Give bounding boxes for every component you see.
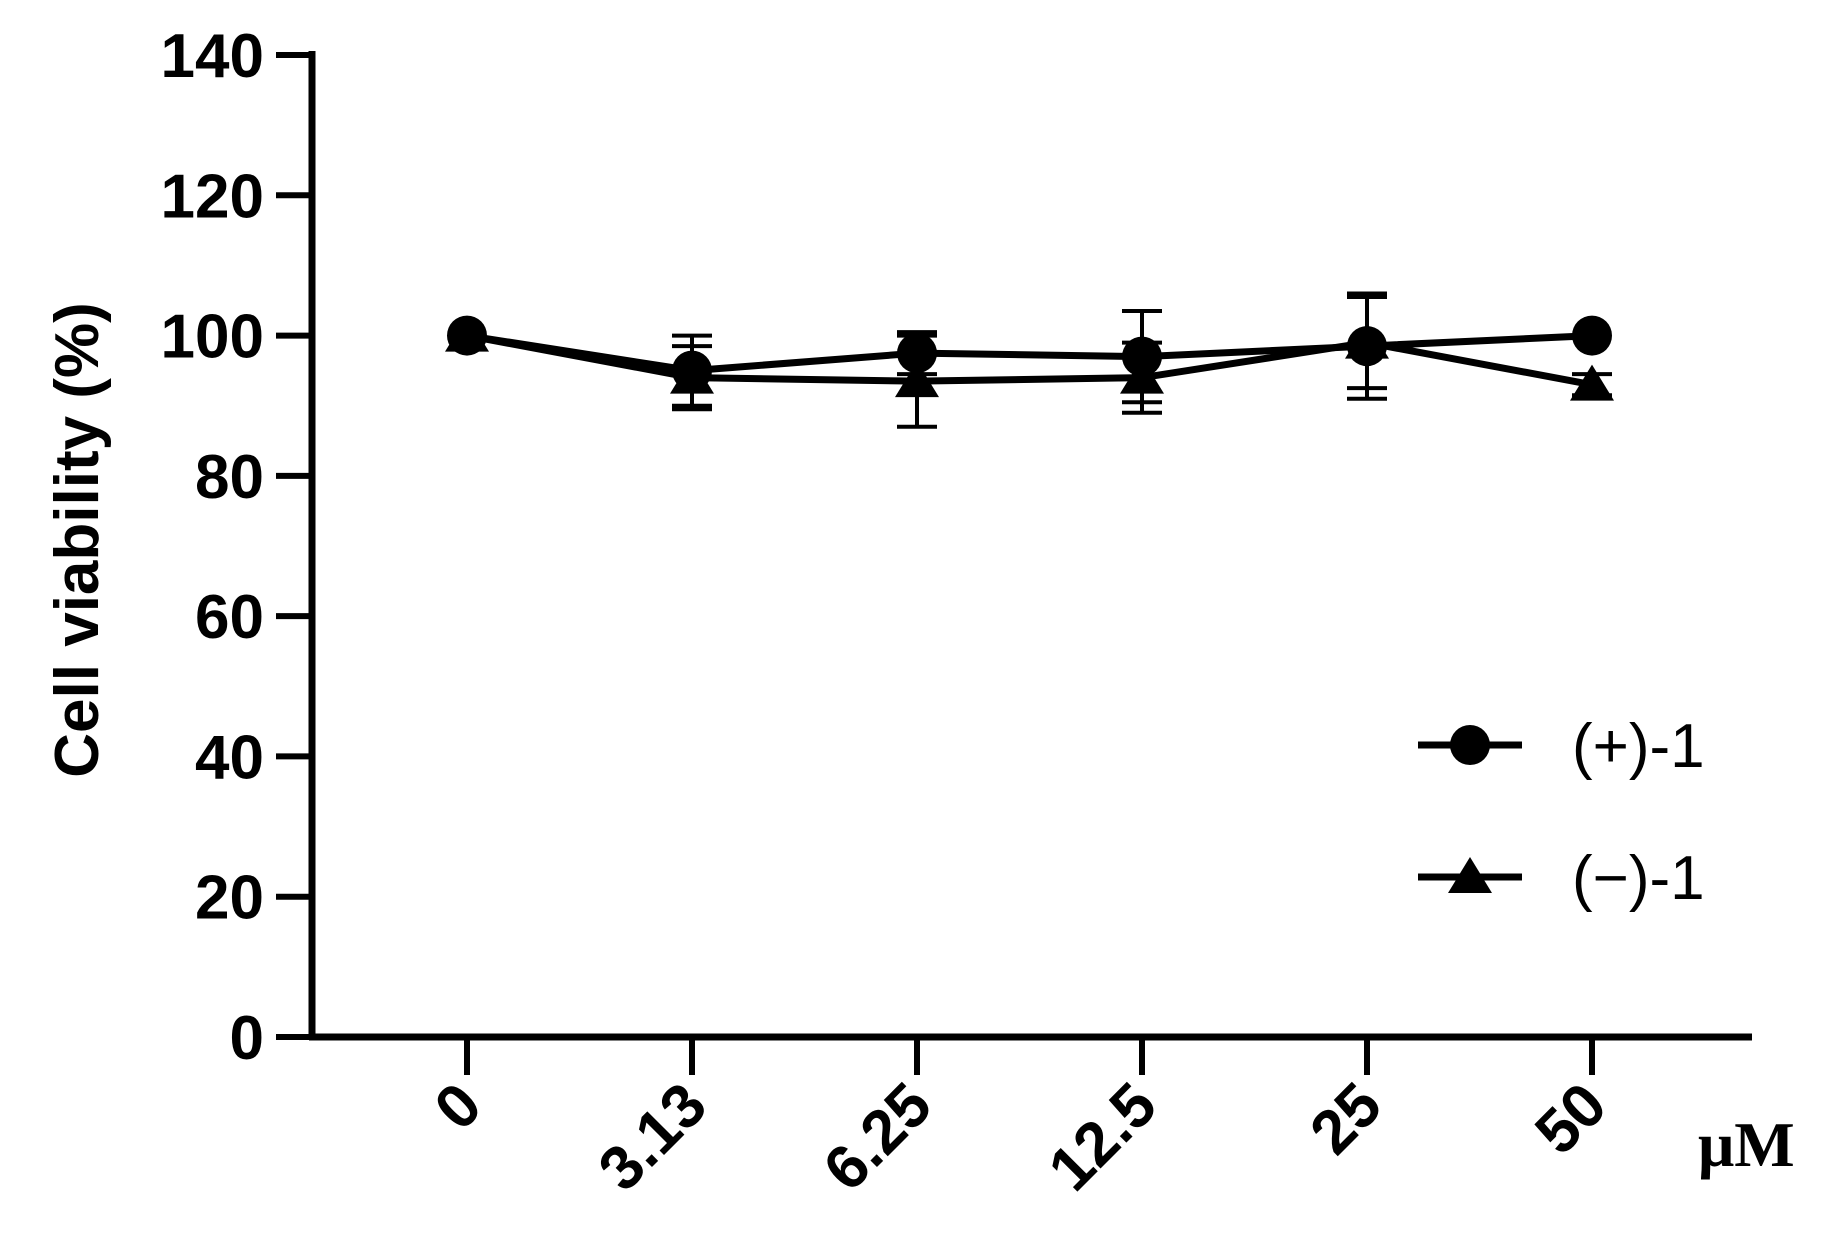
legend-label: (+)-1 [1572,712,1705,781]
x-tick-label: 25 [1297,1070,1395,1168]
x-tick-label: 3.13 [586,1070,720,1204]
y-tick-label: 80 [195,443,264,512]
series-lines [466,332,1593,389]
y-tick-label: 40 [195,723,264,792]
y-tick-label: 100 [161,303,264,372]
series-line [466,332,1593,375]
data-point [1572,315,1612,356]
data-point [1122,336,1162,377]
data-point [1120,357,1164,394]
x-tick-label: 0 [422,1070,495,1143]
data-point [1345,322,1389,359]
x-tick-label: 6.25 [811,1070,945,1204]
legend-marker [1450,725,1490,765]
data-point [895,361,939,398]
data-point [670,357,714,394]
x-axis-unit-label: μM [1698,1109,1795,1180]
y-tick-label: 60 [195,583,264,652]
y-tick-label: 20 [195,864,264,933]
x-tick-label: 12.5 [1036,1070,1170,1204]
y-axis-title: Cell viability (%) [43,302,112,777]
data-point [897,333,937,374]
legend-label: (−)-1 [1572,844,1705,913]
y-tick-label: 0 [230,1004,264,1073]
legend: (+)-1 (−)-1 [1418,712,1705,913]
data-point [445,315,489,352]
data-point [1570,364,1614,401]
y-tick-label: 140 [161,22,264,91]
series-markers [445,315,1614,401]
series-line [466,332,1593,389]
x-axis: 0 3.13 6.25 12.5 25 50 [309,1033,1752,1204]
x-tick-label: 50 [1522,1070,1620,1168]
legend-marker [1448,857,1492,893]
y-axis: 0 20 40 60 80 100 120 140 [161,22,316,1073]
y-tick-label: 120 [161,162,264,231]
